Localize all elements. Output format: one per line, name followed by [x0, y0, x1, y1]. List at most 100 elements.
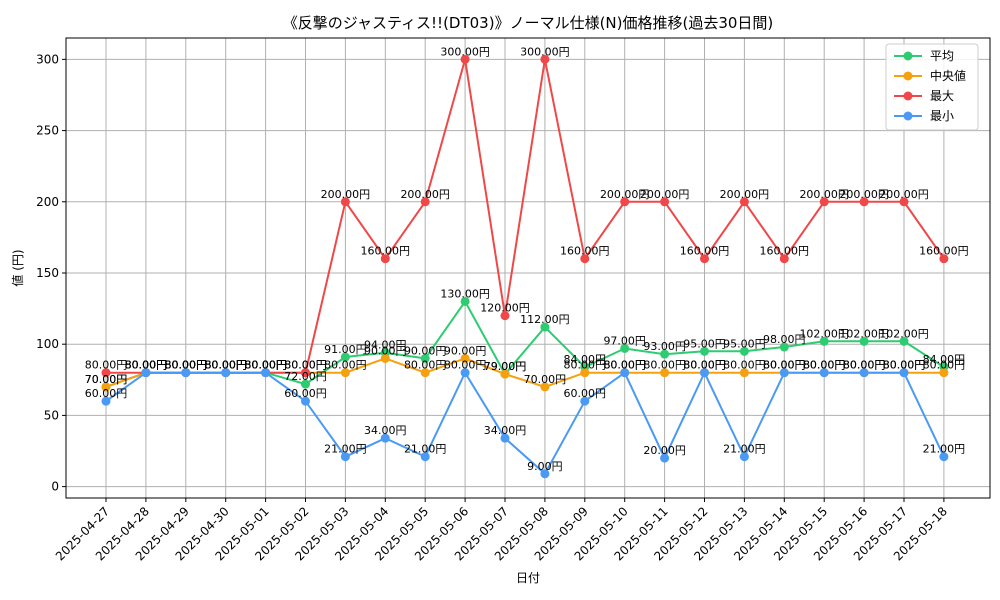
data-label: 80.00円	[683, 359, 726, 372]
data-point	[739, 452, 749, 462]
data-label: 80.00円	[923, 359, 966, 372]
data-label: 79.00円	[484, 360, 527, 373]
data-label: 200.00円	[400, 188, 450, 201]
data-label: 80.00円	[244, 359, 287, 372]
data-label: 70.00円	[524, 373, 567, 386]
data-label: 200.00円	[640, 188, 690, 201]
data-label: 80.00円	[843, 359, 886, 372]
data-label: 84.00円	[923, 353, 966, 366]
y-axis: 0 50 100 150 200 250 300	[36, 52, 66, 494]
data-point	[899, 197, 909, 207]
data-point	[620, 197, 630, 207]
data-label: 200.00円	[839, 188, 889, 201]
plot-frame	[65, 37, 991, 499]
data-label: 34.00円	[484, 424, 527, 437]
data-label: 80.00円	[165, 359, 208, 372]
data-point	[101, 382, 111, 392]
data-point	[340, 452, 350, 462]
x-axis: 2025-04-272025-04-282025-04-292025-04-30…	[53, 498, 950, 563]
data-label: 80.00円	[404, 359, 447, 372]
data-label: 102.00円	[879, 327, 929, 340]
data-label: 9.00円	[527, 460, 563, 473]
data-label: 80.00円	[284, 359, 327, 372]
data-label: 79.00円	[484, 360, 527, 373]
data-label: 80.00円	[284, 359, 327, 372]
series-layer	[101, 54, 949, 479]
data-label: 300.00円	[520, 45, 570, 58]
data-point	[380, 254, 390, 264]
data-label: 20.00円	[643, 444, 686, 457]
data-label: 160.00円	[680, 245, 730, 258]
data-point	[141, 368, 151, 378]
data-point	[221, 368, 231, 378]
data-label: 21.00円	[723, 443, 766, 456]
data-label: 80.00円	[444, 359, 487, 372]
data-point	[460, 368, 470, 378]
data-point	[301, 396, 310, 406]
data-point	[660, 368, 670, 378]
data-label: 60.00円	[284, 387, 327, 400]
data-labels: 70.00円80.00円80.00円80.00円80.00円72.00円91.0…	[85, 45, 969, 472]
data-point	[580, 396, 590, 406]
data-point	[500, 369, 510, 379]
data-label: 21.00円	[923, 443, 966, 456]
data-point	[700, 254, 709, 264]
data-point	[779, 342, 789, 352]
legend-label: 平均	[930, 49, 954, 63]
data-point	[380, 353, 390, 363]
data-label: 200.00円	[600, 188, 650, 201]
data-point	[739, 197, 749, 207]
data-label: 80.00円	[564, 359, 607, 372]
data-point	[500, 311, 510, 321]
y-axis-label: 値 (円)	[10, 249, 25, 286]
data-point	[181, 368, 191, 378]
data-label: 93.00円	[643, 340, 686, 353]
data-label: 80.00円	[763, 359, 806, 372]
data-label: 80.00円	[85, 359, 128, 372]
data-label: 80.00円	[763, 359, 806, 372]
data-point	[301, 379, 310, 389]
data-point	[899, 368, 909, 378]
data-label: 200.00円	[720, 188, 770, 201]
data-point	[540, 322, 550, 332]
data-label: 300.00円	[440, 45, 490, 58]
data-point	[660, 453, 670, 463]
data-point	[460, 54, 470, 64]
data-point	[340, 368, 350, 378]
data-point	[739, 368, 749, 378]
y-tick-label: 250	[36, 124, 59, 138]
data-label: 160.00円	[361, 245, 411, 258]
data-label: 80.00円	[324, 359, 367, 372]
data-point	[620, 368, 630, 378]
data-label: 80.00円	[244, 359, 287, 372]
data-point	[340, 352, 350, 362]
data-label: 80.00円	[643, 359, 686, 372]
data-label: 34.00円	[364, 424, 407, 437]
data-label: 160.00円	[560, 245, 610, 258]
data-label: 80.00円	[125, 359, 168, 372]
legend-marker	[903, 111, 913, 121]
y-tick-label: 50	[44, 408, 59, 422]
data-point	[340, 197, 350, 207]
data-label: 97.00円	[603, 334, 646, 347]
data-label: 80.00円	[165, 359, 208, 372]
data-label: 200.00円	[799, 188, 849, 201]
data-label: 80.00円	[683, 359, 726, 372]
data-point	[460, 353, 470, 363]
x-axis-label: 日付	[516, 571, 540, 585]
legend-label: 最大	[930, 89, 954, 103]
data-label: 94.00円	[364, 339, 407, 352]
data-label: 102.00円	[839, 327, 889, 340]
data-label: 98.00円	[763, 333, 806, 346]
data-label: 60.00円	[564, 387, 607, 400]
data-label: 80.00円	[204, 359, 247, 372]
data-label: 200.00円	[321, 188, 371, 201]
data-point	[819, 197, 829, 207]
data-label: 120.00円	[480, 302, 530, 315]
data-point	[500, 433, 510, 443]
data-label: 95.00円	[683, 337, 726, 350]
data-point	[859, 368, 869, 378]
data-label: 130.00円	[440, 287, 490, 300]
data-label: 80.00円	[803, 359, 846, 372]
data-label: 80.00円	[244, 359, 287, 372]
